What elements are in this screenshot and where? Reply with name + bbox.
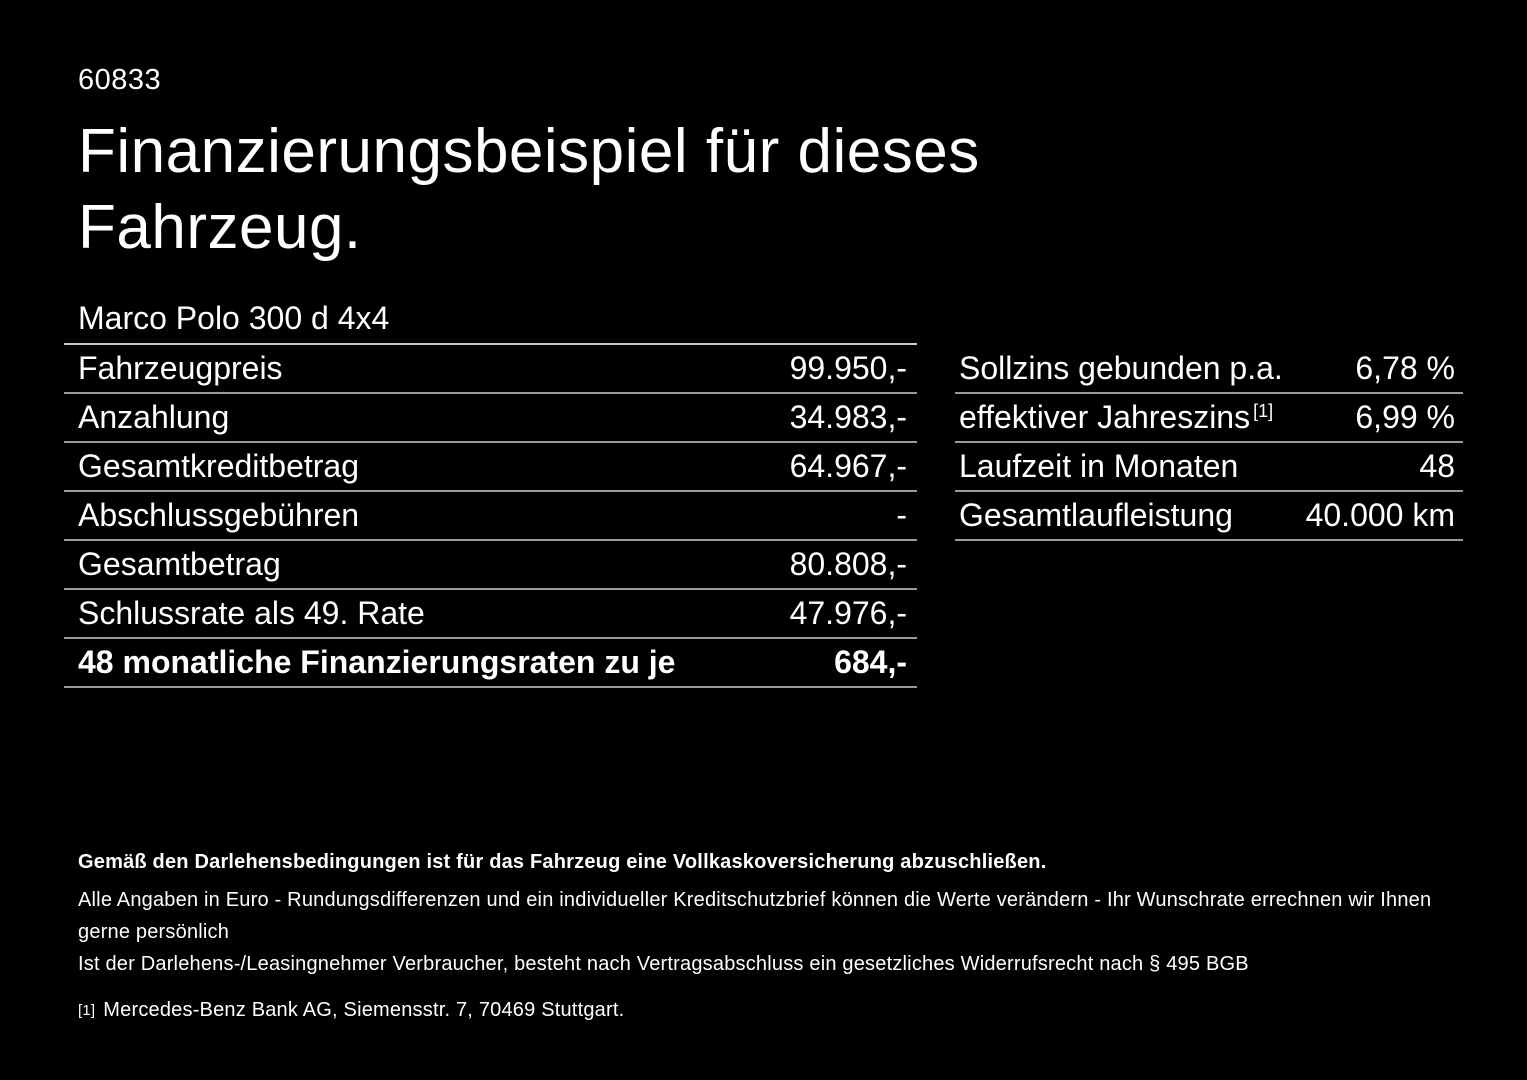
footnote-bank-marker: [1]: [78, 1002, 96, 1019]
table-row: effektiver Jahreszins [1] 6,99 %: [955, 394, 1463, 443]
row-label: Sollzins gebunden p.a.: [959, 350, 1283, 386]
table-row: Gesamtbetrag 80.808,-: [64, 541, 917, 590]
row-label: Gesamtkreditbetrag: [78, 448, 360, 484]
row-value: 64.967,-: [789, 448, 907, 484]
row-label-text: effektiver Jahreszins: [959, 399, 1251, 435]
footnote-bank-text: Mercedes-Benz Bank AG, Siemensstr. 7, 70…: [103, 999, 625, 1021]
table-row-monthly-rate: 48 monatliche Finanzierungsraten zu je 6…: [64, 639, 917, 688]
row-value: 99.950,-: [789, 350, 907, 386]
page-title: Finanzierungsbeispiel für dieses Fahrzeu…: [78, 114, 980, 266]
row-label: Laufzeit in Monaten: [959, 448, 1239, 484]
row-value: 47.976,-: [789, 595, 907, 631]
table-row: Fahrzeugpreis 99.950,-: [64, 345, 917, 394]
table-row: Gesamtlaufleistung 40.000 km: [955, 492, 1463, 541]
footnote-insurance: Gemäß den Darlehensbedingungen ist für d…: [78, 851, 1047, 873]
row-label: Schlussrate als 49. Rate: [78, 595, 425, 631]
row-value: 6,78 %: [1355, 350, 1455, 386]
row-label: effektiver Jahreszins [1]: [959, 399, 1274, 436]
footnotes: Gemäß den Darlehensbedingungen ist für d…: [78, 846, 1478, 1026]
row-label: Gesamtlaufleistung: [959, 497, 1233, 533]
row-value: 34.983,-: [789, 399, 907, 435]
listing-id: 60833: [78, 64, 162, 96]
table-row: Gesamtkreditbetrag 64.967,-: [64, 443, 917, 492]
row-value: 684,-: [834, 644, 907, 680]
row-label: Anzahlung: [78, 399, 230, 435]
row-label: Fahrzeugpreis: [78, 350, 283, 386]
footnote-bank: [1] Mercedes-Benz Bank AG, Siemensstr. 7,…: [78, 994, 1478, 1026]
row-value: 48: [1419, 448, 1455, 484]
footnote-withdrawal: Ist der Darlehens-/Leasingnehmer Verbrau…: [78, 953, 1249, 975]
row-label: Abschlussgebühren: [78, 497, 360, 533]
page-title-line2: Fahrzeug.: [78, 193, 362, 262]
table-row: Anzahlung 34.983,-: [64, 394, 917, 443]
footnote-euro: Alle Angaben in Euro - Rundungsdifferenz…: [78, 889, 1432, 943]
row-label: 48 monatliche Finanzierungsraten zu je: [78, 644, 676, 680]
footnote-marker: [1]: [1253, 401, 1274, 421]
conditions-table: Sollzins gebunden p.a. 6,78 % effektiver…: [955, 345, 1463, 541]
finance-table: Marco Polo 300 d 4x4 Fahrzeugpreis 99.95…: [64, 293, 917, 688]
table-row: Schlussrate als 49. Rate 47.976,-: [64, 590, 917, 639]
row-value: 80.808,-: [789, 546, 907, 582]
row-value: 6,99 %: [1355, 399, 1455, 435]
finance-rows: Fahrzeugpreis 99.950,- Anzahlung 34.983,…: [64, 343, 917, 688]
vehicle-model: Marco Polo 300 d 4x4: [78, 299, 390, 336]
page-title-line1: Finanzierungsbeispiel für dieses: [78, 117, 980, 186]
row-value: 40.000 km: [1305, 497, 1455, 533]
table-row: Laufzeit in Monaten 48: [955, 443, 1463, 492]
table-row: Sollzins gebunden p.a. 6,78 %: [955, 345, 1463, 394]
table-row: Abschlussgebühren -: [64, 492, 917, 541]
row-label: Gesamtbetrag: [78, 546, 281, 582]
row-value: -: [896, 497, 907, 533]
